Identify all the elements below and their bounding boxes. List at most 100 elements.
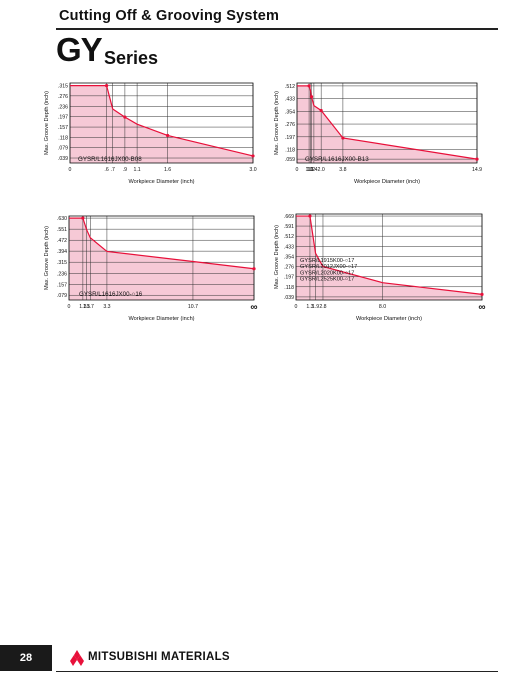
y-tick-label: .354	[284, 254, 294, 260]
tool-designation: GYSR/L2020K00-○17	[300, 270, 354, 276]
x-tick-label: 1.4	[310, 167, 317, 173]
y-tick-label: .118	[58, 135, 68, 141]
x-tick-label: 0	[296, 167, 299, 173]
y-tick-label: .512	[284, 234, 294, 240]
y-tick-label: .512	[285, 84, 295, 90]
x-axis-label: Workpiece Diameter (inch)	[356, 316, 422, 322]
plot-frame	[296, 82, 478, 164]
x-tick-label: .6	[104, 167, 108, 173]
x-tick-label: 0	[68, 304, 71, 310]
y-tick-label: .276	[58, 94, 68, 100]
tool-designation: GYSR/L2525K00-○17	[300, 277, 354, 283]
x-tick-label: 1.3	[306, 304, 313, 310]
y-tick-label: .433	[285, 97, 295, 103]
y-tick-label: .276	[285, 122, 295, 128]
y-tick-label: .118	[285, 148, 295, 154]
footer-brand: MITSUBISHI MATERIALS	[88, 651, 230, 663]
x-tick-label: 1.7	[87, 304, 94, 310]
chart-gysr-l1616jx00-b13: .512 .433 .354 .276 .197 .118 .059 0 1.0 1.1 1.2 1.…	[272, 75, 487, 199]
mitsubishi-logo-icon	[70, 650, 84, 666]
data-point	[319, 108, 323, 113]
tool-designation: GYSR/L1616JX00-B08	[78, 156, 142, 163]
y-tick-label: .551	[57, 227, 67, 233]
y-axis-label: Max. Groove Depth (inch)	[274, 225, 280, 289]
x-tick-label: 2.0	[318, 167, 325, 173]
y-tick-label: .236	[57, 271, 67, 277]
y-tick-label: .039	[58, 156, 68, 162]
area-fill	[297, 85, 477, 163]
plot-frame	[295, 213, 483, 301]
x-tick-label: 8.0	[379, 304, 386, 310]
x-tick-label: ∞	[478, 302, 485, 313]
data-point	[341, 136, 345, 140]
data-point	[480, 292, 484, 296]
x-tick-label: 0	[295, 304, 298, 310]
data-point	[251, 154, 255, 158]
y-tick-label: .315	[57, 260, 67, 266]
data-point	[166, 133, 170, 138]
y-tick-label: .315	[58, 84, 68, 90]
x-tick-label: 1.3	[79, 304, 86, 310]
x-tick-label: 3.3	[103, 304, 110, 310]
y-tick-label: .354	[285, 109, 295, 115]
x-tick-label: 10.7	[188, 304, 198, 310]
plot-frame	[69, 82, 254, 164]
x-tick-label: 14.9	[472, 167, 482, 173]
tool-designation: GYSR/L1915K00-○17	[300, 258, 354, 264]
x-tick-label: .7	[111, 167, 115, 173]
data-point	[475, 157, 479, 161]
x-tick-label: 2.8	[319, 304, 326, 310]
x-tick-label: 1.5	[83, 304, 90, 310]
data-point	[252, 267, 256, 271]
x-axis-label: Workpiece Diameter (inch)	[128, 316, 194, 322]
y-tick-label: .472	[57, 238, 67, 244]
y-tick-label: .236	[58, 104, 68, 110]
y-tick-label: .157	[58, 125, 68, 131]
x-tick-label: 1.9	[312, 304, 319, 310]
y-tick-label: .394	[57, 249, 67, 255]
area-fill	[296, 216, 482, 300]
tool-designation: GYSR/L2012JX00-○17	[300, 264, 357, 270]
footer-divider	[56, 671, 498, 672]
y-tick-label: .059	[285, 157, 295, 163]
y-tick-label: .591	[284, 224, 294, 230]
data-point	[308, 214, 312, 218]
data-point	[81, 216, 85, 220]
chart-gysr-l-k00-17: .669 .591 .512 .433 .354 .276 .197 .118 .039 0 1.3…	[272, 208, 488, 332]
x-tick-label: 0	[69, 167, 72, 173]
y-axis-label: Max. Groove Depth (inch)	[44, 226, 50, 290]
y-tick-label: .433	[284, 244, 294, 250]
y-tick-label: .669	[284, 214, 294, 220]
tool-designation: GYSR/L1616JX00-B13	[305, 156, 369, 163]
x-tick-label: 3.8	[339, 167, 346, 173]
x-tick-label: 1.2	[308, 167, 315, 173]
data-point	[123, 115, 127, 119]
y-tick-label: .197	[285, 135, 295, 141]
y-tick-label: .118	[284, 285, 294, 291]
y-tick-label: .276	[284, 264, 294, 270]
x-tick-label: ∞	[250, 302, 257, 313]
chart-gysr-l1616jx00-b08: .315 .276 .236 .197 .157 .118 .079 .039 0 .6.7 .9 1…	[42, 75, 257, 199]
y-tick-label: .197	[58, 115, 68, 121]
page-header-title: Cutting Off & Grooving System	[59, 8, 280, 24]
header-divider	[56, 28, 498, 30]
tool-designation: GYSR/L1616JX00-○16	[79, 291, 143, 298]
data-point	[105, 84, 109, 88]
x-axis-label: Workpiece Diameter (inch)	[128, 179, 194, 185]
x-tick-label: 1.1	[133, 167, 140, 173]
series-word: Series	[104, 48, 159, 68]
chart-gysr-l1616jx00-16: .630.551.472.394.315.236.157.079 0 1.3 1.5 1…	[42, 208, 258, 332]
area-fill	[69, 218, 254, 300]
y-axis-label: Max. Groove Depth (inch)	[44, 91, 50, 155]
y-tick-label: .157	[57, 282, 67, 288]
x-tick-label: 3.0	[249, 167, 256, 173]
y-tick-label: .039	[284, 295, 294, 301]
x-tick-label: .9	[123, 167, 127, 173]
y-tick-label: .079	[58, 146, 68, 152]
plot-frame	[68, 215, 255, 301]
y-axis-label: Max. Groove Depth (inch)	[274, 91, 280, 155]
x-tick-label: 1.1	[307, 167, 314, 173]
